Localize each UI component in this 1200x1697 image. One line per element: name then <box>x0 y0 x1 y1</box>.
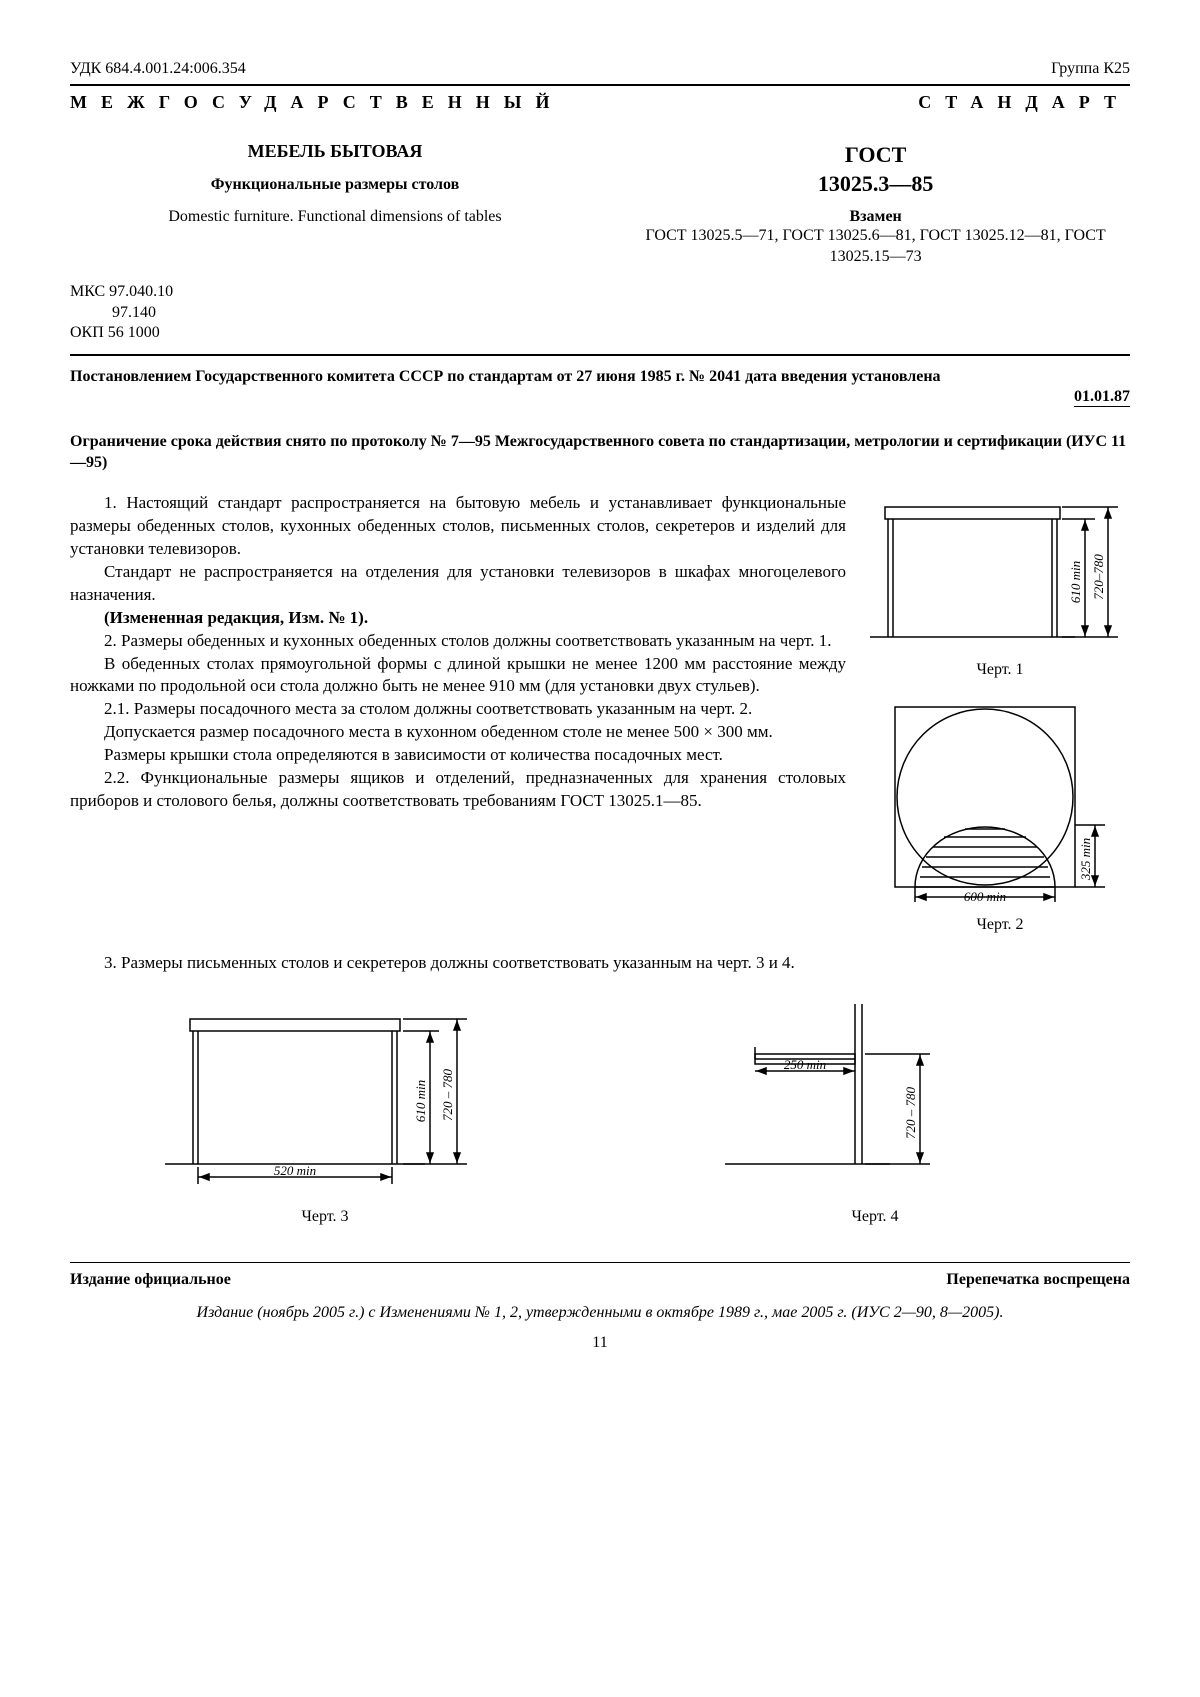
page-number: 11 <box>70 1334 1130 1352</box>
gost-label: ГОСТ <box>621 141 1130 170</box>
banner-right: СТАНДАРТ <box>918 92 1130 113</box>
header-left: МЕБЕЛЬ БЫТОВАЯ Функциональные размеры ст… <box>70 141 600 226</box>
decree-date: 01.01.87 <box>1074 388 1130 407</box>
svg-text:720 – 780: 720 – 780 <box>903 1086 918 1139</box>
svg-text:610 min: 610 min <box>1068 561 1083 603</box>
replace-label: Взамен <box>621 208 1130 226</box>
svg-text:720 – 780: 720 – 780 <box>440 1068 455 1121</box>
title-en: Domestic furniture. Functional dimension… <box>70 208 600 226</box>
svg-text:325 min: 325 min <box>1078 838 1093 881</box>
footer-row: Издание официальное Перепечатка воспреще… <box>70 1271 1130 1289</box>
fig3-caption: Черт. 3 <box>155 1208 495 1226</box>
figure-1: 610 min 720–780 Черт. 1 <box>870 492 1130 679</box>
fig4-caption: Черт. 4 <box>705 1208 1045 1226</box>
svg-text:610 min: 610 min <box>413 1080 428 1122</box>
para-1: 1. Настоящий стандарт распространяется н… <box>70 492 846 561</box>
para-10: 3. Размеры письменных столов и секретеро… <box>70 952 1130 975</box>
udk-code: УДК 684.4.001.24:006.354 <box>70 60 246 78</box>
header-block: МЕБЕЛЬ БЫТОВАЯ Функциональные размеры ст… <box>70 141 1130 268</box>
gost-number: 13025.3—85 <box>621 170 1130 199</box>
edition-note: Издание (ноябрь 2005 г.) с Изменениями №… <box>70 1303 1130 1324</box>
subtitle-ru: Функциональные размеры столов <box>70 176 600 194</box>
mks-code: МКС 97.040.10 <box>70 282 1130 303</box>
limitation-text: Ограничение срока действия снято по прот… <box>70 431 1130 474</box>
lower-figures: 610 min 720 – 780 520 min Черт. 3 <box>70 999 1130 1244</box>
title-ru: МЕБЕЛЬ БЫТОВАЯ <box>70 141 600 162</box>
banner: МЕЖГОСУДАРСТВЕННЫЙ СТАНДАРТ <box>70 84 1130 113</box>
decree-text: Постановлением Государственного комитета… <box>70 366 1130 388</box>
header-right: ГОСТ 13025.3—85 Взамен ГОСТ 13025.5—71, … <box>621 141 1130 268</box>
para-9: 2.2. Функциональные размеры ящиков и отд… <box>70 767 846 813</box>
figure-4: 250 min 720 – 780 Черт. 4 <box>705 999 1045 1226</box>
body-row: 1. Настоящий стандарт распространяется н… <box>70 492 1130 952</box>
group-code: Группа К25 <box>1051 60 1130 78</box>
para-2: Стандарт не распространяется на отделени… <box>70 561 846 607</box>
banner-left: МЕЖГОСУДАРСТВЕННЫЙ <box>70 92 563 113</box>
svg-text:600 min: 600 min <box>964 889 1006 904</box>
body-text: 1. Настоящий стандарт распространяется н… <box>70 492 846 952</box>
figures-column: 610 min 720–780 Черт. 1 <box>870 492 1130 952</box>
para-8: Размеры крышки стола определяются в зави… <box>70 744 846 767</box>
okp-code: ОКП 56 1000 <box>70 323 1130 344</box>
footer-left: Издание официальное <box>70 1271 231 1289</box>
fig1-caption: Черт. 1 <box>870 661 1130 679</box>
svg-text:520 min: 520 min <box>274 1163 316 1178</box>
para-5: В обеденных столах прямоугольной формы с… <box>70 653 846 699</box>
svg-text:720–780: 720–780 <box>1091 554 1106 600</box>
para-6: 2.1. Размеры посадочного места за столом… <box>70 698 846 721</box>
svg-text:250 min: 250 min <box>784 1057 826 1072</box>
replace-list: ГОСТ 13025.5—71, ГОСТ 13025.6—81, ГОСТ 1… <box>621 226 1130 268</box>
top-row: УДК 684.4.001.24:006.354 Группа К25 <box>70 60 1130 78</box>
para-4: 2. Размеры обеденных и кухонных обеденны… <box>70 630 846 653</box>
para-7: Допускается размер посадочного места в к… <box>70 721 846 744</box>
classification-codes: МКС 97.040.10 97.140 ОКП 56 1000 <box>70 282 1130 344</box>
divider-1 <box>70 354 1130 356</box>
para-3: (Измененная редакция, Изм. № 1). <box>70 607 846 630</box>
divider-2 <box>70 1262 1130 1263</box>
mks-code-2: 97.140 <box>70 303 1130 324</box>
figure-3: 610 min 720 – 780 520 min Черт. 3 <box>155 999 495 1226</box>
figure-2: 600 min 325 min Черт. 2 <box>870 697 1130 934</box>
fig2-caption: Черт. 2 <box>870 916 1130 934</box>
footer-right: Перепечатка воспрещена <box>946 1271 1130 1289</box>
